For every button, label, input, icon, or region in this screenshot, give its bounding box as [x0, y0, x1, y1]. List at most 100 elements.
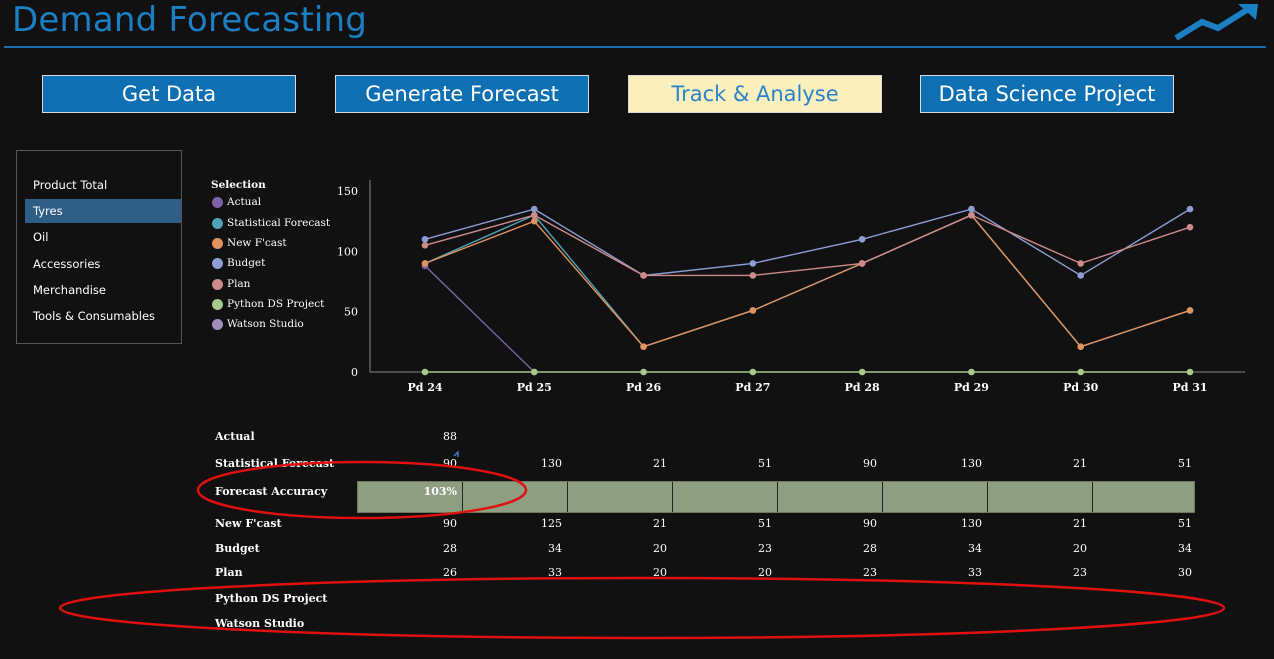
- table-cell: 28: [863, 542, 877, 555]
- table-cell: 33: [548, 566, 562, 579]
- table-cell: 26: [443, 566, 457, 579]
- table-cell: 130: [541, 457, 562, 470]
- table-row-label: Budget: [215, 542, 260, 555]
- data-point-python-ds-project: [749, 368, 757, 376]
- series-line-plan: [424, 214, 1191, 277]
- data-point-new-f-cast: [530, 217, 538, 225]
- table-row-label: Forecast Accuracy: [215, 485, 328, 498]
- table-cell: 90: [443, 517, 457, 530]
- data-science-project-button[interactable]: Data Science Project: [920, 75, 1174, 113]
- get-data-button[interactable]: Get Data: [42, 75, 296, 113]
- sidebar-item-tools-consumables[interactable]: Tools & Consumables: [33, 309, 156, 323]
- data-point-budget: [968, 205, 975, 213]
- table-cell: 20: [653, 566, 667, 579]
- y-tick-label: 100: [337, 245, 358, 258]
- data-point-plan: [421, 242, 429, 249]
- track-analyse-button[interactable]: Track & Analyse: [628, 75, 882, 113]
- sidebar-item-merchandise[interactable]: Merchandise: [33, 283, 106, 297]
- data-point-plan: [968, 211, 975, 219]
- data-point-plan: [749, 272, 757, 279]
- data-point-python-ds-project: [858, 368, 866, 376]
- legend-title: Selection: [211, 179, 266, 191]
- legend-swatch: [212, 217, 223, 229]
- legend-label: Actual: [227, 196, 262, 208]
- table-cell: 23: [1073, 566, 1087, 579]
- legend-item-python-ds-project[interactable]: Python DS Project: [212, 296, 324, 312]
- x-tick-label: Pd 29: [954, 381, 989, 394]
- data-point-plan: [858, 260, 866, 267]
- sidebar-item-tyres[interactable]: Tyres: [25, 199, 181, 223]
- table-cell: 90: [863, 457, 877, 470]
- sidebar-item-oil[interactable]: Oil: [33, 230, 49, 244]
- table-cell: 20: [758, 566, 772, 579]
- trend-up-icon: [1174, 4, 1258, 41]
- table-cell: 21: [1073, 457, 1087, 470]
- legend-label: Python DS Project: [227, 298, 325, 310]
- data-point-plan: [640, 272, 647, 279]
- data-point-budget: [530, 205, 538, 213]
- legend-item-plan[interactable]: Plan: [212, 276, 250, 292]
- y-tick-label: 150: [337, 185, 358, 198]
- data-point-plan: [530, 211, 538, 219]
- y-tick-label: 0: [351, 366, 358, 379]
- x-tick-label: Pd 26: [626, 381, 661, 394]
- table-cell: 23: [758, 542, 772, 555]
- forecast-accuracy-band: [357, 481, 1195, 513]
- legend-item-budget[interactable]: Budget: [212, 255, 265, 271]
- data-point-budget: [1186, 205, 1194, 213]
- table-cell: 90: [443, 457, 457, 470]
- data-point-budget: [749, 260, 757, 267]
- data-point-python-ds-project: [421, 368, 429, 376]
- page-title: Demand Forecasting: [12, 0, 368, 40]
- legend-item-statistical-forecast[interactable]: Statistical Forecast: [212, 215, 330, 231]
- data-point-plan: [1186, 223, 1194, 231]
- legend-swatch: [212, 278, 223, 290]
- table-cell: 90: [863, 517, 877, 530]
- y-tick-label: 50: [344, 306, 358, 319]
- table-row-label: Watson Studio: [215, 617, 305, 630]
- legend-item-watson-studio[interactable]: Watson Studio: [212, 316, 304, 332]
- table-cell: 30: [1178, 566, 1192, 579]
- series-line-actual: [424, 265, 535, 373]
- table-cell: 21: [653, 517, 667, 530]
- sidebar-item-accessories[interactable]: Accessories: [33, 257, 101, 271]
- data-point-budget: [421, 235, 429, 243]
- table-cell: 34: [1178, 542, 1192, 555]
- table-cell: 88: [443, 430, 457, 443]
- legend-label: New F'cast: [227, 237, 287, 249]
- series-line-budget: [424, 208, 1191, 277]
- data-point-python-ds-project: [1077, 368, 1085, 376]
- data-point-new-f-cast: [749, 307, 757, 314]
- table-cell: 34: [968, 542, 982, 555]
- table-cell: 28: [443, 542, 457, 555]
- table-cell: 130: [961, 457, 982, 470]
- table-cell: 51: [758, 517, 772, 530]
- forecast-line-chart: 0 50 100 150 Pd 24 Pd 25 Pd 26 Pd 27 Pd 28 Pd 29 P…: [337, 180, 1245, 394]
- table-cell: 34: [548, 542, 562, 555]
- generate-forecast-button[interactable]: Generate Forecast: [335, 75, 589, 113]
- legend-swatch: [212, 196, 223, 208]
- table-cell: 103%: [423, 485, 457, 498]
- table-cell: 21: [1073, 517, 1087, 530]
- table-cell: 21: [653, 457, 667, 470]
- sidebar-item-product-total[interactable]: Product Total: [33, 178, 108, 192]
- legend-item-actual[interactable]: Actual: [212, 194, 261, 210]
- legend-label: Statistical Forecast: [227, 217, 331, 229]
- series-line-statistical-forecast: [424, 214, 1191, 348]
- x-tick-label: Pd 24: [407, 381, 442, 394]
- data-point-python-ds-project: [640, 368, 647, 376]
- table-cell: 20: [1073, 542, 1087, 555]
- table-cell: 33: [968, 566, 982, 579]
- legend-label: Budget: [227, 257, 266, 269]
- table-row-label: Actual: [215, 430, 255, 443]
- legend-item-new-fcast[interactable]: New F'cast: [212, 235, 287, 251]
- table-row-label: New F'cast: [215, 517, 282, 530]
- data-point-python-ds-project: [530, 368, 538, 376]
- data-point-python-ds-project: [1186, 368, 1194, 376]
- data-point-new-f-cast: [640, 343, 647, 350]
- data-point-budget: [1077, 272, 1085, 279]
- table-cell: 23: [863, 566, 877, 579]
- data-point-python-ds-project: [968, 368, 975, 376]
- table-cell: 130: [961, 517, 982, 530]
- data-point-new-f-cast: [1186, 307, 1194, 314]
